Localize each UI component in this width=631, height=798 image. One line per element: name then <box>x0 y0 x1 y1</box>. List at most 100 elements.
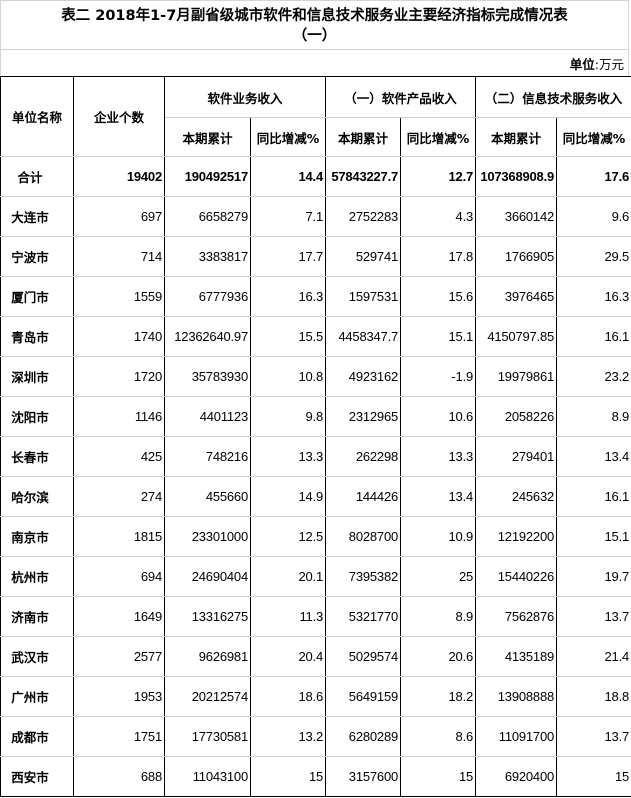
header-enterprise-count: 企业个数 <box>73 76 165 157</box>
cell-name: 广州市 <box>0 676 74 717</box>
cell-prod-yoy: 10.9 <box>400 516 477 557</box>
cell-it: 279401 <box>475 436 558 477</box>
cell-count: 1815 <box>73 516 165 557</box>
cell-it-yoy: 13.7 <box>556 716 631 757</box>
table-row: 成都市 1751 17730581 13.2 6280289 8.6 11091700 13.… <box>0 716 631 757</box>
cell-sw: 455660 <box>164 476 251 517</box>
cell-it-yoy: 21.4 <box>556 636 631 677</box>
cell-it-yoy: 23.2 <box>556 356 631 397</box>
table-row: 大连市 697 6658279 7.1 2752283 4.3 3660142 9.6 <box>0 196 631 237</box>
header-unit-name: 单位名称 <box>0 76 74 157</box>
header-sw-cumulative: 本期累计 <box>164 117 251 157</box>
cell-sw: 23301000 <box>164 516 251 557</box>
cell-name: 青岛市 <box>0 316 74 357</box>
cell-sw: 6658279 <box>164 196 251 237</box>
cell-count: 1720 <box>73 356 165 397</box>
cell-it: 13908888 <box>475 676 558 717</box>
cell-prod: 5649159 <box>325 676 402 717</box>
cell-prod-yoy: -1.9 <box>400 356 477 397</box>
cell-it: 15440226 <box>475 556 558 597</box>
cell-sw-yoy: 14.9 <box>249 476 327 517</box>
table-row: 武汉市 2577 9626981 20.4 5029574 20.6 4135189 21.4 <box>0 636 631 677</box>
cell-count: 694 <box>73 556 165 597</box>
header-it-cumulative: 本期累计 <box>475 117 558 157</box>
table-row: 长春市 425 748216 13.3 262298 13.3 279401 13.4 <box>0 436 631 477</box>
cell-name: 长春市 <box>0 436 74 477</box>
cell-name: 哈尔滨 <box>0 476 74 517</box>
cell-name: 成都市 <box>0 716 74 757</box>
cell-sw-yoy: 15.5 <box>249 316 327 357</box>
cell-sw: 12362640.97 <box>164 316 251 357</box>
cell-it-yoy: 9.6 <box>556 196 631 237</box>
cell-prod: 529741 <box>325 236 402 277</box>
cell-prod-yoy: 8.9 <box>400 596 477 637</box>
cell-name: 深圳市 <box>0 356 74 397</box>
table-row: 深圳市 1720 35783930 10.8 4923162 -1.9 19979861 23… <box>0 356 631 397</box>
table-row: 南京市 1815 23301000 12.5 8028700 10.9 12192200 15… <box>0 516 631 557</box>
cell-sw-yoy: 20.4 <box>249 636 327 677</box>
cell-it-yoy: 16.1 <box>556 316 631 357</box>
cell-prod-yoy: 15.6 <box>400 276 477 317</box>
cell-prod: 2752283 <box>325 196 402 237</box>
cell-count: 274 <box>73 476 165 517</box>
cell-name: 合计 <box>0 156 74 197</box>
cell-it-yoy: 18.8 <box>556 676 631 717</box>
cell-count: 1146 <box>73 396 165 437</box>
title-line-1: 表二 2018年1-7月副省级城市软件和信息技术服务业主要经济指标完成情况表 <box>61 8 568 24</box>
cell-it-yoy: 16.3 <box>556 276 631 317</box>
cell-sw: 190492517 <box>164 156 251 197</box>
table-row: 哈尔滨 274 455660 14.9 144426 13.4 245632 16.1 <box>0 476 631 517</box>
table-row: 青岛市 1740 12362640.97 15.5 4458347.7 15.1 41507… <box>0 316 631 357</box>
cell-count: 714 <box>73 236 165 277</box>
cell-it: 12192200 <box>475 516 558 557</box>
cell-it-yoy: 17.6 <box>556 156 631 197</box>
table-row: 厦门市 1559 6777936 16.3 1597531 15.6 3976465 16.3 <box>0 276 631 317</box>
cell-it: 4135189 <box>475 636 558 677</box>
cell-it: 6920400 <box>475 756 558 797</box>
table-row-total: 合计 19402 190492517 14.4 57843227.7 12.7 107368… <box>0 156 631 197</box>
cell-sw: 9626981 <box>164 636 251 677</box>
cell-sw: 35783930 <box>164 356 251 397</box>
cell-count: 425 <box>73 436 165 477</box>
cell-sw-yoy: 10.8 <box>249 356 327 397</box>
cell-prod: 57843227.7 <box>325 156 402 197</box>
header-software-revenue: 软件业务收入 <box>163 76 327 118</box>
cell-count: 1953 <box>73 676 165 717</box>
cell-sw-yoy: 12.5 <box>249 516 327 557</box>
cell-count: 1751 <box>73 716 165 757</box>
cell-count: 1559 <box>73 276 165 317</box>
cell-prod: 4923162 <box>325 356 402 397</box>
cell-it-yoy: 29.5 <box>556 236 631 277</box>
cell-sw-yoy: 13.3 <box>249 436 327 477</box>
cell-prod: 5321770 <box>325 596 402 637</box>
cell-sw: 6777936 <box>164 276 251 317</box>
table-row: 济南市 1649 13316275 11.3 5321770 8.9 7562876 13.7 <box>0 596 631 637</box>
cell-it: 3660142 <box>475 196 558 237</box>
table-title: 表二 2018年1-7月副省级城市软件和信息技术服务业主要经济指标完成情况表 （… <box>0 0 629 50</box>
cell-prod-yoy: 10.6 <box>400 396 477 437</box>
cell-name: 宁波市 <box>0 236 74 277</box>
cell-sw-yoy: 17.7 <box>249 236 327 277</box>
cell-it: 107368908.9 <box>475 156 558 197</box>
table-row: 西安市 688 11043100 15 3157600 15 6920400 15 <box>0 756 631 797</box>
cell-sw-yoy: 14.4 <box>249 156 327 197</box>
cell-it: 11091700 <box>475 716 558 757</box>
cell-prod-yoy: 13.4 <box>400 476 477 517</box>
cell-it: 4150797.85 <box>475 316 558 357</box>
cell-sw: 4401123 <box>164 396 251 437</box>
cell-prod: 8028700 <box>325 516 402 557</box>
cell-sw-yoy: 16.3 <box>249 276 327 317</box>
table-row: 沈阳市 1146 4401123 9.8 2312965 10.6 2058226 8.9 <box>0 396 631 437</box>
cell-prod-yoy: 15 <box>400 756 477 797</box>
unit-label: 单位 <box>569 57 595 72</box>
cell-it-yoy: 19.7 <box>556 556 631 597</box>
cell-prod: 5029574 <box>325 636 402 677</box>
cell-it: 19979861 <box>475 356 558 397</box>
header-prod-cumulative: 本期累计 <box>325 117 402 157</box>
cell-it-yoy: 13.4 <box>556 436 631 477</box>
cell-prod: 144426 <box>325 476 402 517</box>
cell-count: 2577 <box>73 636 165 677</box>
table-row: 广州市 1953 20212574 18.6 5649159 18.2 13908888 18… <box>0 676 631 717</box>
cell-count: 1740 <box>73 316 165 357</box>
cell-prod-yoy: 17.8 <box>400 236 477 277</box>
